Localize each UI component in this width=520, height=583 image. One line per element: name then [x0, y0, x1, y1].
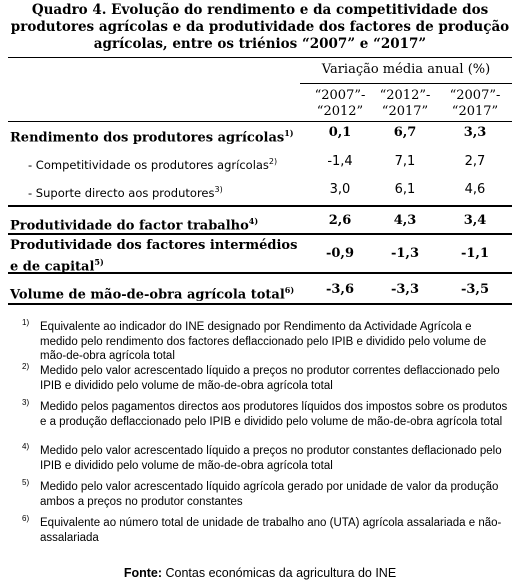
column-header: “2012” — [316, 104, 364, 119]
column-header: “2012”- — [379, 88, 431, 103]
row-label: Rendimento dos produtores agrícolas1) — [10, 125, 305, 146]
footnote-mark: 4) — [22, 442, 30, 451]
group-header: Variação média anual (%) — [321, 62, 491, 77]
row-label: - Suporte directo aos produtores3) — [28, 182, 298, 201]
footnote-mark: 2) — [22, 362, 30, 371]
row-label-text: Produtividade dos factores intermédios e… — [10, 238, 298, 275]
row-note: 4) — [248, 216, 259, 226]
rule — [8, 205, 512, 207]
rule — [8, 233, 512, 235]
footnote-text: Medido pelos pagamentos directos aos pro… — [40, 401, 508, 428]
rule — [8, 272, 512, 274]
column-header: “2007”- — [449, 88, 501, 103]
row-label-text: Rendimento dos produtores agrícolas — [10, 130, 285, 146]
cell-value: 4,3 — [393, 213, 417, 228]
row-label: Produtividade do factor trabalho4) — [10, 213, 305, 234]
cell-value: -0,9 — [325, 246, 354, 261]
row-label: Volume de mão-de-obra agrícola total6) — [10, 282, 305, 303]
row-label: Produtividade dos factores intermédios e… — [10, 238, 305, 275]
cell-value: 2,6 — [328, 213, 352, 228]
column-header: “2017” — [451, 104, 499, 119]
footnote-text: Equivalente ao número total de unidade d… — [40, 517, 502, 544]
table-title: Quadro 4. Evolução do rendimento e da co… — [10, 2, 510, 52]
footnote-text: Medido pelo valor acrescentado líquido a… — [40, 365, 500, 392]
rule — [8, 57, 512, 58]
row-label-text: Volume de mão-de-obra agrícola total — [10, 287, 285, 303]
cell-value: 4,6 — [464, 182, 486, 197]
row-label-text: - Competitividade os produtores agrícola… — [28, 157, 269, 172]
cell-value: 6,1 — [394, 182, 416, 197]
cell-value: 2,7 — [464, 154, 486, 169]
row-note: 6) — [284, 285, 295, 295]
footnote-text: Medido pelo valor acrescentado líquido a… — [40, 445, 502, 472]
footnote-mark: 6) — [22, 514, 30, 523]
row-note: 5) — [94, 257, 104, 267]
footnote-mark: 5) — [22, 478, 30, 487]
column-header: “2007”- — [314, 88, 366, 103]
source: Fonte: Contas económicas da agricultura … — [0, 566, 520, 580]
row-label-text: - Suporte directo aos produtores — [28, 185, 215, 200]
cell-value: 3,0 — [329, 182, 351, 197]
cell-value: -1,3 — [390, 246, 419, 261]
cell-value: 6,7 — [393, 125, 417, 140]
cell-value: 3,3 — [463, 125, 487, 140]
column-header: “2017” — [381, 104, 429, 119]
cell-value: -3,5 — [460, 282, 489, 297]
rule — [8, 303, 512, 305]
source-label: Fonte: — [123, 566, 162, 580]
source-text: Contas económicas da agricultura do INE — [165, 566, 397, 580]
footnote-mark: 3) — [22, 398, 30, 407]
cell-value: 7,1 — [394, 154, 416, 169]
cell-value: -3,3 — [390, 282, 419, 297]
footnote-text: Medido pelo valor acrescentado líquido a… — [40, 481, 499, 508]
row-note: 1) — [284, 128, 294, 138]
cell-value: -3,6 — [325, 282, 354, 297]
row-note: 3) — [214, 185, 223, 194]
row-label-text: Produtividade do factor trabalho — [10, 218, 249, 234]
rule — [8, 121, 512, 122]
row-note: 2) — [268, 157, 278, 166]
cell-value: -1,4 — [327, 154, 353, 169]
footnote-text: Equivalente ao indicador do INE designad… — [40, 321, 487, 362]
row-label: - Competitividade os produtores agrícola… — [28, 154, 298, 173]
footnote-mark: 1) — [22, 318, 30, 327]
cell-value: 3,4 — [463, 213, 487, 228]
cell-value: 0,1 — [328, 125, 352, 140]
rule — [300, 83, 512, 84]
cell-value: -1,1 — [460, 246, 489, 261]
